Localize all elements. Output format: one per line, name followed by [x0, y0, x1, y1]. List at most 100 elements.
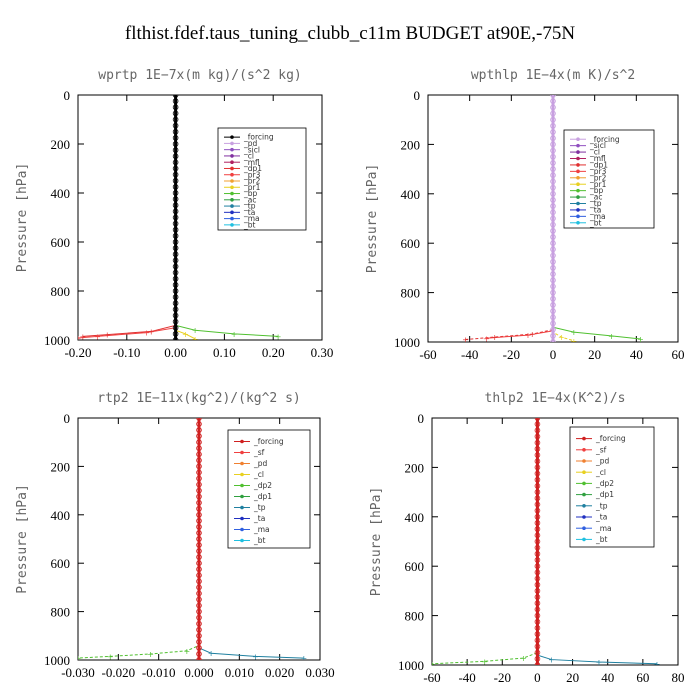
legend-marker	[230, 135, 234, 139]
profile-marker	[550, 135, 556, 142]
legend: _forcing _sf _pd _cl _dp2 _dp1 _tp _ta _ma _bt	[569, 426, 655, 548]
profile-marker	[550, 289, 556, 296]
legend-label: _ac	[589, 193, 602, 202]
profile-marker	[534, 532, 541, 539]
y-axis-label: Pressure [hPa]	[369, 487, 384, 597]
x-tick-label: 40	[601, 670, 614, 685]
profile-marker	[196, 493, 202, 500]
profile-marker	[550, 271, 556, 277]
profile-marker	[172, 184, 179, 190]
legend-label: _pd	[595, 457, 610, 466]
series-marker: +	[252, 652, 259, 661]
series-marker: +	[143, 329, 150, 338]
x-tick-label: -0.030	[61, 665, 95, 680]
profile-marker	[196, 481, 202, 488]
profile-marker	[534, 618, 541, 625]
series-marker: +	[525, 331, 532, 340]
profile-marker	[550, 104, 556, 111]
legend-marker	[576, 175, 580, 180]
profile-marker	[196, 584, 202, 591]
profile-marker	[534, 495, 541, 502]
profile-marker	[196, 475, 202, 482]
y-axis-label: Pressure [hPa]	[365, 164, 380, 274]
profile-marker	[534, 418, 541, 421]
profile-marker	[172, 153, 179, 160]
profile-marker	[172, 177, 179, 184]
series-marker: +	[148, 327, 155, 336]
y-tick-label: 1000	[44, 333, 70, 348]
legend-marker	[576, 143, 580, 148]
x-tick-label: 0.010	[225, 665, 254, 680]
profile-marker	[534, 538, 541, 545]
plot-frame	[431, 417, 679, 666]
y-tick-label: 800	[51, 284, 71, 299]
profile-marker	[534, 557, 541, 563]
x-tick-label: 80	[672, 670, 685, 685]
legend-marker	[576, 188, 580, 193]
legend-marker	[576, 182, 580, 187]
profile-marker	[550, 147, 556, 154]
profile-marker	[550, 246, 556, 253]
profile-marker	[534, 569, 541, 576]
profile-marker	[550, 116, 556, 123]
y-tick-label: 1000	[44, 653, 70, 668]
profile-marker	[550, 197, 556, 203]
profile-marker	[534, 464, 541, 471]
series-line-dp2	[78, 418, 200, 659]
profile-marker	[172, 300, 179, 307]
series-group: +++ ++ + ++ + +	[462, 95, 644, 342]
series-marker: +	[192, 326, 199, 335]
legend-label: _dp1	[253, 492, 272, 501]
series-line-pr1	[175, 95, 196, 340]
y-tick-label: 1000	[394, 335, 420, 350]
series-marker: +	[184, 647, 191, 656]
legend-label: _sf	[595, 445, 607, 454]
legend-label: _forcing	[595, 434, 626, 443]
legend-label: _mfl	[589, 154, 606, 163]
x-tick-label: -0.020	[102, 665, 136, 680]
legend-marker	[240, 450, 244, 455]
profile-marker	[534, 470, 541, 477]
legend-marker	[582, 470, 586, 475]
profile-marker	[550, 203, 556, 209]
profile-marker	[196, 457, 202, 464]
legend-marker	[576, 169, 580, 174]
profile-marker	[172, 331, 179, 337]
legend-marker	[240, 483, 244, 488]
series-marker: +	[147, 650, 154, 659]
profile-marker	[534, 476, 541, 483]
legend-marker	[582, 481, 586, 486]
y-tick-label: 200	[51, 459, 71, 474]
profile-marker	[196, 542, 202, 548]
profile-marker	[172, 282, 179, 288]
profile-marker	[172, 245, 179, 251]
x-tick-label: -40	[461, 347, 478, 362]
legend-marker	[240, 494, 244, 499]
profile-marker	[550, 234, 556, 240]
y-tick-label: 0	[418, 411, 425, 426]
profile-marker	[172, 95, 179, 98]
x-tick-label: -40	[458, 670, 475, 685]
legend-label: _ma	[595, 524, 612, 533]
profile-marker	[196, 487, 202, 494]
chart-panel-2: wpthlp 1E−4x(m K)/s^2 Pressure [hPa] -60 -4…	[365, 68, 685, 362]
profile-marker	[550, 258, 556, 265]
series-marker: +	[208, 649, 215, 658]
y-tick-label: 200	[405, 460, 425, 475]
profile-marker	[550, 295, 556, 302]
profile-marker	[196, 566, 202, 573]
profile-marker	[196, 451, 202, 458]
profile-marker	[534, 544, 541, 551]
series-line-pr3	[78, 95, 177, 339]
profile-marker	[172, 251, 179, 258]
legend: _forcing _sf _pd _cl _dp2 _dp1 _tp _ta _ma _bt	[227, 429, 311, 549]
profile-marker	[172, 190, 179, 196]
profile-marker	[534, 594, 541, 600]
profile-marker	[534, 600, 541, 607]
profile-marker	[534, 662, 541, 665]
legend-marker	[582, 459, 586, 463]
profile-marker	[550, 326, 556, 333]
legend: _forcing_pd_sicl_cl_mfl_dp1_pr3_pr2_pr1_…	[217, 127, 307, 231]
legend-marker	[240, 461, 244, 466]
legend-marker	[576, 220, 580, 225]
